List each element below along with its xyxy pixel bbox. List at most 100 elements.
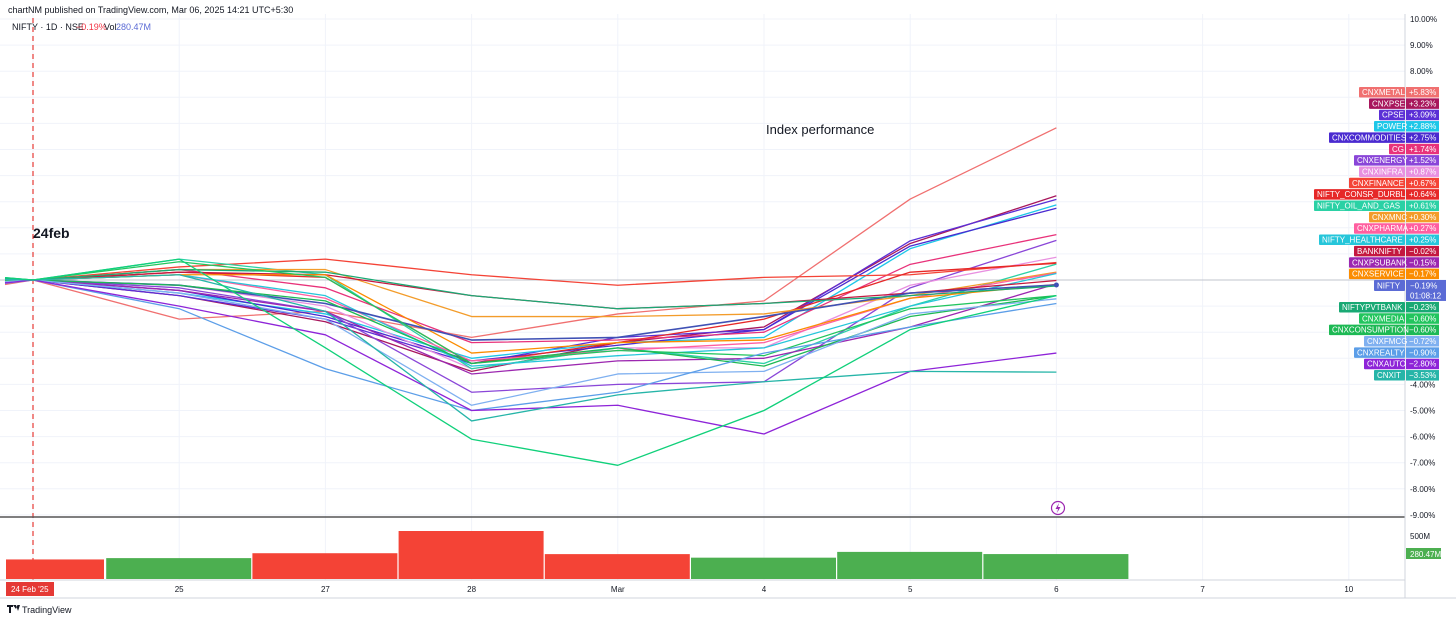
series-badge-nifty-oil-and-gas: NIFTY_OIL_AND_GAS +0.61% <box>1314 200 1439 211</box>
series-badge-name: NIFTY_HEALTHCARE <box>1322 236 1403 245</box>
volume-bar <box>106 558 252 579</box>
series-badge-change: −3.53% <box>1409 371 1436 380</box>
series-badge-name: CNXFINANCE <box>1352 179 1404 188</box>
series-line-cnxfmcg <box>4 279 1057 406</box>
series-badge-change: +0.27% <box>1409 224 1436 233</box>
series-badge-cnxpsubank: CNXPSUBANK −0.15% <box>1349 257 1439 268</box>
series-badge-name: CNXFMCG <box>1367 337 1407 346</box>
series-badge-niftypvtbank: NIFTYPVTBANK −0.23% <box>1339 301 1439 313</box>
time-axis-tick: Mar <box>611 585 625 594</box>
series-badge-cnxfmcg: CNXFMCG −0.72% <box>1364 336 1439 347</box>
series-badge-name: CNXSERVICE <box>1352 270 1404 279</box>
series-badge-name: CNXAUTO <box>1367 360 1406 369</box>
price-axis-tick: 10.00% <box>1410 15 1437 24</box>
series-badge-change: +2.88% <box>1409 122 1436 131</box>
series-badge-cnxcommodities: CNXCOMMODITIES +2.75% <box>1329 132 1439 143</box>
time-axis-tick: 25 <box>175 585 184 594</box>
series-badge-name: CNXCONSUMPTION <box>1332 326 1409 335</box>
series-badge-name: CNXIT <box>1377 371 1401 380</box>
series-badge-name: CNXINFRA <box>1362 167 1404 176</box>
series-line-cnxpsubank <box>4 279 1057 375</box>
time-axis-tick: 4 <box>762 585 767 594</box>
series-line-cnxit <box>4 274 1057 422</box>
symbol-label[interactable]: NIFTY · 1D · NSE <box>12 22 84 32</box>
series-line-cnxenergy <box>4 239 1057 393</box>
series-badge-name: NIFTY_OIL_AND_GAS <box>1317 202 1400 211</box>
series-badge-name: CNXPHARMA <box>1357 224 1409 233</box>
volume-badge-bg <box>1406 548 1441 559</box>
series-badge-change: −0.17% <box>1409 270 1436 279</box>
price-axis[interactable]: 10.00% 9.00% 8.00% -4.00% -5.00% -6.00% -7.00%… <box>1410 15 1437 520</box>
series-badge-change: +0.30% <box>1409 213 1436 222</box>
price-axis-tick: -4.00% <box>1410 380 1435 389</box>
series-badge-name: CNXMEDIA <box>1362 314 1405 323</box>
price-axis-tick: 9.00% <box>1410 41 1433 50</box>
series-badge-name: CNXMETAL <box>1362 88 1406 97</box>
volume-bar <box>398 531 544 579</box>
series-badge-nifty-consr-durbl: NIFTY_CONSR_DURBL +0.64% <box>1314 189 1439 200</box>
series-badge-change: −0.23% <box>1409 303 1436 312</box>
price-axis-tick: -6.00% <box>1410 433 1435 442</box>
series-badge-cnxauto: CNXAUTO −2.80% <box>1364 358 1439 370</box>
series-badge-change: +5.83% <box>1409 88 1436 97</box>
series-badge-change: −0.90% <box>1409 348 1436 357</box>
lightning-icon[interactable] <box>1050 500 1066 516</box>
price-axis-tick: -7.00% <box>1410 459 1435 468</box>
series-badge-power: POWER +2.88% <box>1374 121 1439 132</box>
series-lines <box>4 127 1059 466</box>
series-badge-name: POWER <box>1377 122 1407 131</box>
series-badge-name: NIFTY_CONSR_DURBL <box>1317 190 1406 199</box>
price-axis-tick: -8.00% <box>1410 485 1435 494</box>
series-badge-name: CNXPSE <box>1372 99 1405 108</box>
time-axis-tick: 5 <box>908 585 913 594</box>
series-badge-name: CNXMNC <box>1372 213 1407 222</box>
nifty-last-point <box>1053 282 1059 288</box>
series-badge-cg: CG +1.74% <box>1389 143 1439 155</box>
series-badge-change: +0.87% <box>1409 167 1436 176</box>
series-line-cnxmetal <box>4 127 1057 339</box>
price-axis-tick: 8.00% <box>1410 67 1433 76</box>
series-badge-name: BANKNIFTY <box>1357 247 1403 256</box>
volume-bars <box>6 531 1129 579</box>
series-badge-cnxmedia: CNXMEDIA −0.60% <box>1359 313 1439 324</box>
series-badges: CNXMETAL +5.83%CNXPSE +3.23%CPSE +3.09%POWE… <box>1314 87 1446 381</box>
series-badge-cnxit: CNXIT −3.53% <box>1374 370 1439 381</box>
series-badge-change: −0.02% <box>1409 247 1436 256</box>
series-badge-cnxpharma: CNXPHARMA +0.27% <box>1354 223 1439 234</box>
tradingview-logo-icon <box>7 605 20 613</box>
series-badge-change: −0.60% <box>1409 326 1436 335</box>
series-line-niftymid <box>4 258 1057 466</box>
series-badge-cnxconsumption: CNXCONSUMPTION −0.60% <box>1329 324 1439 336</box>
volume-bar <box>544 554 690 579</box>
time-axis-tick: 27 <box>321 585 330 594</box>
series-badge-cnxmnc: CNXMNC +0.30% <box>1369 211 1439 223</box>
time-axis[interactable]: 25 27 28 Mar 4 5 6 7 10 <box>175 585 1354 594</box>
date-badge: 24 Feb '25 <box>11 585 49 594</box>
time-axis-tick: 6 <box>1054 585 1059 594</box>
series-badge-name: CNXCOMMODITIES <box>1332 133 1406 142</box>
series-badge-name: CNXPSUBANK <box>1352 258 1408 267</box>
series-badge-cnxrealty: CNXREALTY −0.90% <box>1354 347 1439 358</box>
series-badge-change: −0.19% <box>1410 281 1437 290</box>
brand-name: TradingView <box>22 605 72 615</box>
series-badge-time: 01:08:12 <box>1410 291 1442 300</box>
series-badge-name: CPSE <box>1382 111 1404 120</box>
series-badge-name: CG <box>1392 145 1404 154</box>
series-badge-change: +0.67% <box>1409 179 1436 188</box>
price-axis-tick: -9.00% <box>1410 511 1435 520</box>
series-badge-change: −0.60% <box>1409 314 1436 323</box>
date-badge-bg <box>6 582 54 596</box>
published-info: chartNM published on TradingView.com, Ma… <box>8 5 293 15</box>
series-line-cnxrealty <box>4 279 1057 412</box>
series-line-cnxfinance <box>4 258 1057 286</box>
chart-title: Index performance <box>766 122 874 137</box>
series-badge-cnxenergy: CNXENERGY +1.52% <box>1354 155 1439 166</box>
series-badge-cnxpse: CNXPSE +3.23% <box>1369 98 1439 109</box>
series-badge-nifty-healthcare: NIFTY_HEALTHCARE +0.25% <box>1319 234 1439 246</box>
series-badge-nifty: NIFTY −0.19%01:08:12 <box>1374 279 1446 301</box>
series-line-niftypvtbank <box>4 268 1057 310</box>
series-badge-change: +0.61% <box>1409 202 1436 211</box>
volume-bar <box>252 553 398 579</box>
series-badge-banknifty: BANKNIFTY −0.02% <box>1354 245 1439 257</box>
